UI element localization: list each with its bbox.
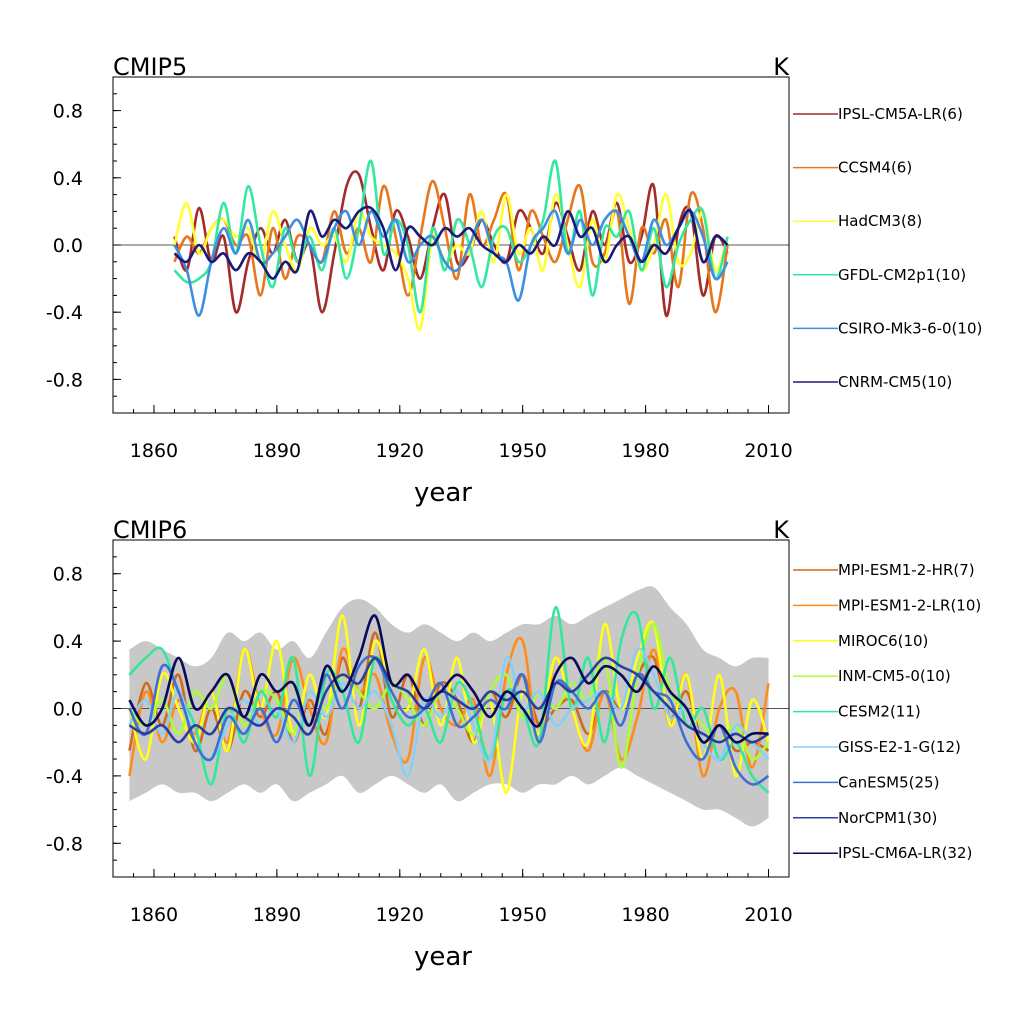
x-tick-label: 1860 — [130, 904, 178, 926]
legend-label: HadCM3(8) — [838, 212, 922, 230]
x-tick-label: 1890 — [253, 440, 301, 462]
x-tick-label: 1920 — [376, 904, 424, 926]
panel-title: CMIP5 — [113, 53, 187, 81]
series-line-2 — [128, 614, 770, 795]
series-line-1 — [173, 179, 729, 314]
x-tick-label: 1950 — [499, 440, 547, 462]
legend-label: GFDL-CM2p1(10) — [838, 266, 966, 284]
x-tick-label: 2010 — [744, 904, 792, 926]
legend-label: NorCPM1(30) — [838, 809, 937, 827]
series-line-7 — [128, 656, 770, 744]
y-tick-label: 0.4 — [53, 168, 83, 190]
x-axis-label: year — [414, 478, 472, 508]
x-tick-label: 1980 — [621, 904, 669, 926]
x-tick-label: 1920 — [376, 440, 424, 462]
x-tick-label: 1950 — [499, 904, 547, 926]
legend-label: MIROC6(10) — [838, 632, 928, 650]
x-tick-label: 1860 — [130, 440, 178, 462]
legend-label: CESM2(11) — [838, 703, 921, 721]
y-tick-label: -0.8 — [46, 369, 83, 391]
x-axis-label: year — [414, 942, 472, 972]
units-label: K — [773, 516, 790, 544]
x-tick-label: 1890 — [253, 904, 301, 926]
legend-label: CNRM-CM5(10) — [838, 373, 952, 391]
panel-cmip6: 0.8 0.4 0.0 -0.4 -0.8 1860 1890 1920 1950 1980 201… — [46, 516, 981, 972]
series-line-5 — [173, 205, 729, 280]
legend-label: CanESM5(25) — [838, 773, 939, 791]
legend-label: IPSL-CM6A-LR(32) — [838, 844, 972, 862]
y-tick-label: -0.4 — [46, 766, 83, 788]
legend-label: CSIRO-Mk3-6-0(10) — [838, 319, 982, 337]
legend-label: CCSM4(6) — [838, 159, 912, 177]
legend-label: INM-CM5-0(10) — [838, 667, 951, 685]
units-label: K — [773, 53, 790, 81]
panel-title: CMIP6 — [113, 516, 187, 544]
panel-cmip5: 0.8 0.4 0.0 -0.4 -0.8 1860 1890 1920 1950 1980 201… — [46, 53, 982, 508]
legend-label: MPI-ESM1-2-LR(10) — [838, 596, 981, 614]
y-tick-label: 0.8 — [53, 564, 83, 586]
x-tick-label: 2010 — [744, 440, 792, 462]
y-tick-label: 0.0 — [53, 235, 83, 257]
legend-label: IPSL-CM5A-LR(6) — [838, 105, 963, 123]
y-tick-label: -0.4 — [46, 302, 83, 324]
x-tick-label: 1980 — [621, 440, 669, 462]
legend-label: GISS-E2-1-G(12) — [838, 738, 961, 756]
series-line-6 — [128, 655, 770, 786]
series-line-8 — [128, 614, 769, 744]
y-tick-label: 0.0 — [53, 699, 83, 721]
y-tick-label: -0.8 — [46, 833, 83, 855]
y-tick-label: 0.4 — [53, 631, 83, 653]
y-tick-label: 0.8 — [53, 101, 83, 123]
legend-label: MPI-ESM1-2-HR(7) — [838, 561, 975, 579]
